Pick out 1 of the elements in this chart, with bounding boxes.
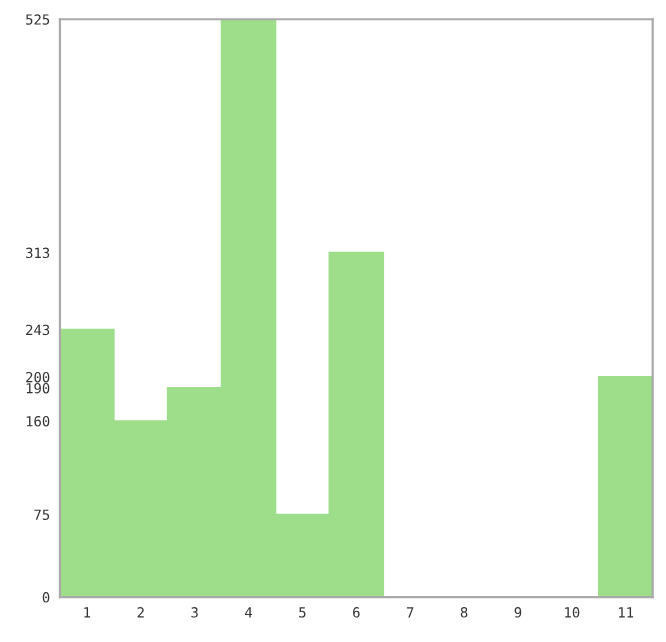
bar: [597, 376, 653, 598]
